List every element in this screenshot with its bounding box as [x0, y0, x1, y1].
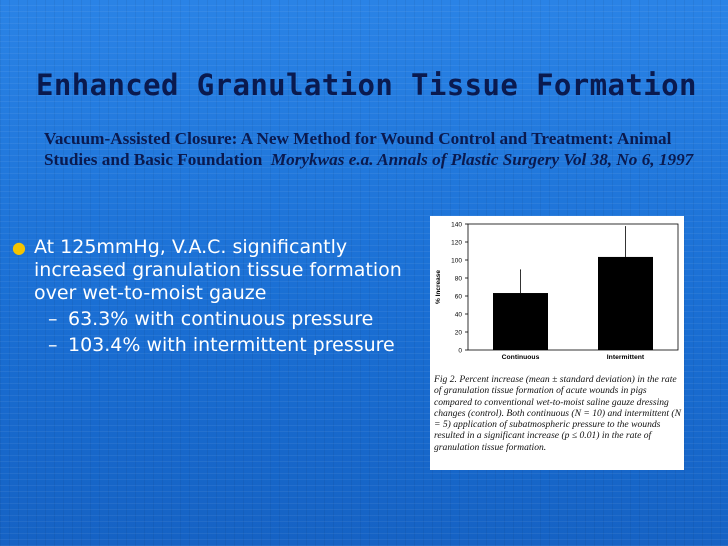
y-tick-label: 40 — [455, 312, 463, 319]
bar-continuous — [493, 293, 548, 350]
y-tick-label: 80 — [455, 276, 463, 283]
citation: Vacuum-Assisted Closure: A New Method fo… — [44, 128, 714, 170]
citation-reference: Morykwas e.a. Annals of Plastic Surgery … — [270, 150, 694, 169]
slide-title: Enhanced Granulation Tissue Formation — [36, 68, 697, 102]
x-tick-label-continuous: Continuous — [502, 354, 540, 361]
bar-intermittent — [598, 256, 653, 350]
bullet-main-text: At 125mmHg, V.A.C. significantly increas… — [34, 236, 402, 304]
bullet-dot-icon: ● — [12, 238, 26, 257]
plot-frame — [467, 223, 679, 351]
bullet-item: ● At 125mmHg, V.A.C. significantly incre… — [12, 236, 412, 305]
y-tick-label: 120 — [451, 240, 462, 247]
citation-title: Vacuum-Assisted Closure: A New Method fo… — [44, 129, 672, 169]
y-tick-label: 100 — [451, 258, 462, 265]
sub-bullet-item: – 103.4% with intermittent pressure — [48, 334, 412, 357]
y-axis-label: % Increase — [435, 270, 442, 304]
sub-bullet-continuous: 63.3% with continuous pressure — [68, 308, 374, 330]
y-tick-label: 20 — [455, 330, 463, 337]
y-tick-label: 60 — [455, 294, 463, 301]
x-tick-label-intermittent: Intermittent — [607, 354, 645, 361]
dash-icon: – — [48, 308, 58, 330]
bullet-list: ● At 125mmHg, V.A.C. significantly incre… — [12, 236, 412, 357]
sub-bullet-intermittent: 103.4% with intermittent pressure — [68, 334, 395, 356]
y-tick-label: 0 — [458, 348, 462, 355]
sub-bullet-item: – 63.3% with continuous pressure — [48, 308, 412, 331]
figure-caption: Fig 2. Percent increase (mean ± standard… — [434, 374, 681, 453]
y-tick-label: 140 — [451, 222, 462, 229]
dash-icon: – — [48, 334, 58, 356]
figure-panel: 0 20 40 60 80 100 120 140 % Increase Continuous In… — [430, 216, 684, 470]
bar-chart: 0 20 40 60 80 100 120 140 % Increase Continuous In… — [435, 222, 679, 361]
